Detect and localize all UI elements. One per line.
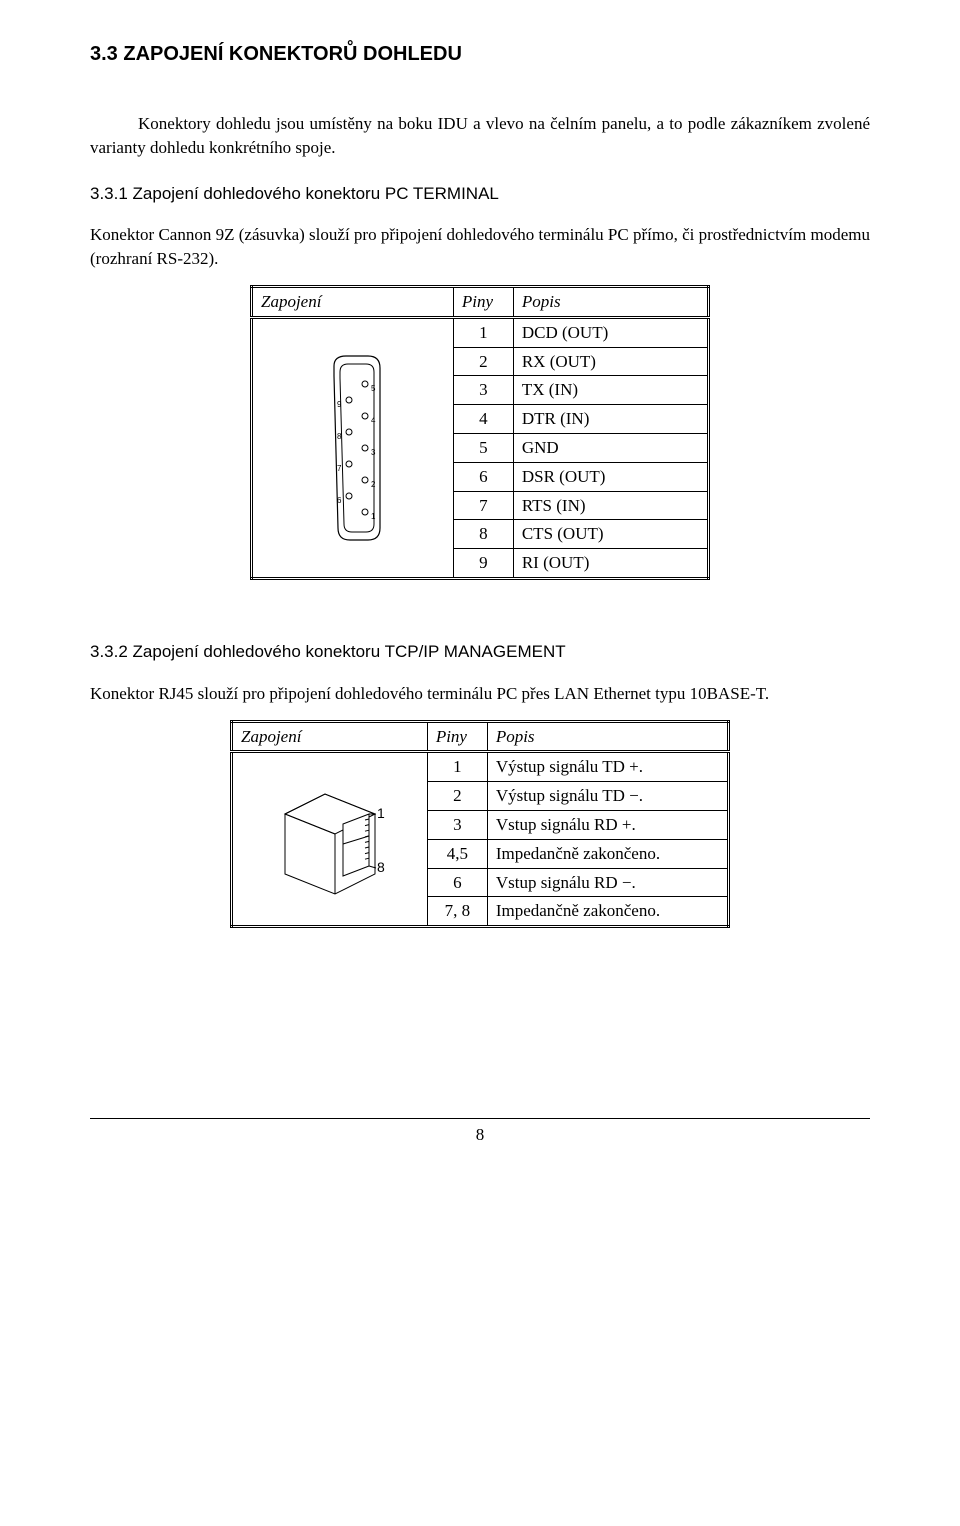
pin-cell: 1 [453, 317, 513, 347]
desc-cell: DTR (IN) [513, 405, 708, 434]
desc-cell: GND [513, 433, 708, 462]
desc-cell: Impedančně zakončeno. [487, 839, 728, 868]
desc-cell: Výstup signálu TD +. [487, 752, 728, 782]
desc-cell: RI (OUT) [513, 549, 708, 579]
svg-text:1: 1 [371, 512, 376, 521]
pin-cell: 5 [453, 433, 513, 462]
desc-cell: Vstup signálu RD −. [487, 868, 728, 897]
desc-cell: RTS (IN) [513, 491, 708, 520]
pin-cell: 2 [453, 347, 513, 376]
table-1-header-piny: Piny [453, 286, 513, 317]
subsection-1-paragraph: Konektor Cannon 9Z (zásuvka) slouží pro … [90, 223, 870, 271]
db9-connector-icon: 5 4 3 2 1 9 8 7 6 [308, 348, 398, 548]
svg-text:8: 8 [337, 432, 342, 441]
svg-text:6: 6 [337, 496, 342, 505]
pin-cell: 7 [453, 491, 513, 520]
pin-cell: 9 [453, 549, 513, 579]
pin-cell: 2 [427, 782, 487, 811]
desc-cell: Vstup signálu RD +. [487, 810, 728, 839]
svg-text:4: 4 [371, 416, 376, 425]
pin-cell: 4,5 [427, 839, 487, 868]
desc-cell: RX (OUT) [513, 347, 708, 376]
section-heading: 3.3 ZAPOJENÍ KONEKTORŮ DOHLEDU [90, 40, 870, 68]
table-1-header-popis: Popis [513, 286, 708, 317]
table-2: Zapojení Piny Popis 181Výstup signálu TD… [230, 720, 730, 929]
pin-cell: 6 [453, 462, 513, 491]
table-1-header-zapojeni: Zapojení [252, 286, 454, 317]
subsection-1-heading: 3.3.1 Zapojení dohledového konektoru PC … [90, 182, 870, 206]
page-number: 8 [476, 1125, 485, 1144]
pin-cell: 7, 8 [427, 897, 487, 927]
svg-text:9: 9 [337, 400, 342, 409]
svg-text:3: 3 [371, 448, 376, 457]
svg-text:8: 8 [377, 859, 385, 875]
connector-cell: 5 4 3 2 1 9 8 7 6 [252, 317, 454, 578]
table-2-header-zapojeni: Zapojení [232, 721, 428, 752]
pin-cell: 3 [453, 376, 513, 405]
rj45-connector-icon: 18 [265, 774, 395, 904]
svg-text:2: 2 [371, 480, 376, 489]
subsection-2-heading: 3.3.2 Zapojení dohledového konektoru TCP… [90, 640, 870, 664]
page-footer: 8 [90, 1118, 870, 1147]
svg-text:7: 7 [337, 464, 342, 473]
pin-cell: 6 [427, 868, 487, 897]
table-row: 181Výstup signálu TD +. [232, 752, 729, 782]
table-2-header-piny: Piny [427, 721, 487, 752]
desc-cell: DCD (OUT) [513, 317, 708, 347]
connector-cell: 18 [232, 752, 428, 927]
desc-cell: Impedančně zakončeno. [487, 897, 728, 927]
pin-cell: 3 [427, 810, 487, 839]
pin-cell: 4 [453, 405, 513, 434]
table-row: 5432198761DCD (OUT) [252, 317, 709, 347]
svg-text:5: 5 [371, 384, 376, 393]
desc-cell: Výstup signálu TD −. [487, 782, 728, 811]
svg-text:1: 1 [377, 805, 385, 821]
table-1: Zapojení Piny Popis 5432198761DCD (OUT)2… [250, 285, 710, 580]
pin-cell: 1 [427, 752, 487, 782]
desc-cell: CTS (OUT) [513, 520, 708, 549]
table-2-header-popis: Popis [487, 721, 728, 752]
desc-cell: DSR (OUT) [513, 462, 708, 491]
pin-cell: 8 [453, 520, 513, 549]
desc-cell: TX (IN) [513, 376, 708, 405]
subsection-2-paragraph: Konektor RJ45 slouží pro připojení dohle… [90, 682, 870, 706]
intro-paragraph: Konektory dohledu jsou umístěny na boku … [90, 112, 870, 160]
